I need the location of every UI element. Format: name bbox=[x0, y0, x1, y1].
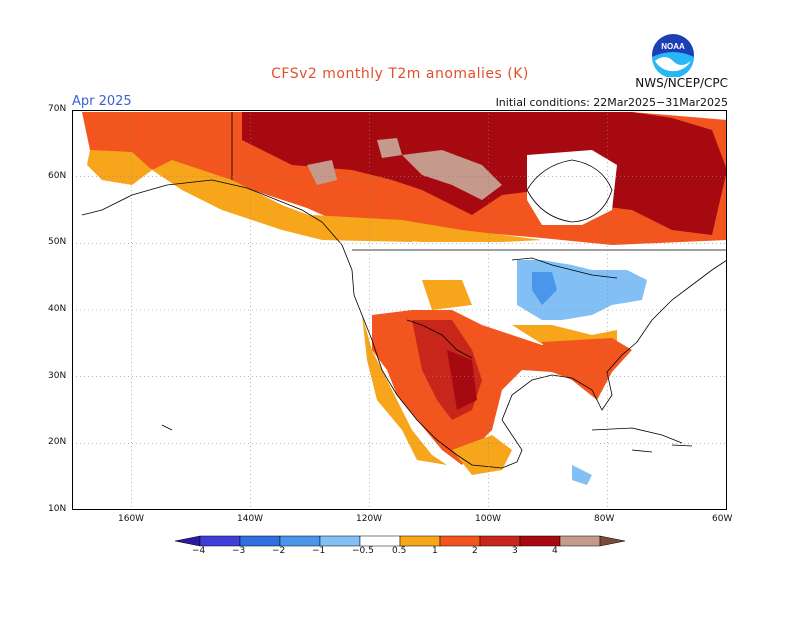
colorbar-segment bbox=[319, 535, 361, 547]
colorbar-segment bbox=[399, 535, 441, 547]
colorbar-label: 4 bbox=[552, 546, 558, 556]
colorbar-label: −4 bbox=[192, 546, 206, 556]
coastlines bbox=[81, 112, 727, 469]
lat-label: 20N bbox=[48, 437, 67, 447]
anomaly-map bbox=[72, 110, 727, 510]
map-frame bbox=[72, 110, 727, 510]
lat-label: 10N bbox=[48, 504, 67, 514]
lon-label: 60W bbox=[712, 514, 733, 524]
colorbar-segment bbox=[279, 535, 321, 547]
map-title: CFSv2 monthly T2m anomalies (K) bbox=[271, 66, 529, 82]
colorbar-arrow-left bbox=[175, 535, 201, 547]
colorbar-segment bbox=[479, 535, 521, 547]
svg-text:NOAA: NOAA bbox=[661, 42, 685, 51]
colorbar-segment bbox=[519, 535, 561, 547]
lon-label: 160W bbox=[118, 514, 145, 524]
colorbar bbox=[175, 535, 626, 547]
colorbar-segment bbox=[239, 535, 281, 547]
colorbar-label: −0.5 bbox=[352, 546, 374, 556]
lat-label: 50N bbox=[48, 237, 67, 247]
agency-label: NWS/NCEP/CPC bbox=[635, 76, 728, 90]
colorbar-segment bbox=[559, 535, 601, 547]
colorbar-label: 0.5 bbox=[392, 546, 407, 556]
anomaly-fill bbox=[82, 112, 727, 485]
noaa-logo-icon: NOAA bbox=[652, 34, 694, 77]
lat-label: 70N bbox=[48, 104, 67, 114]
lon-label: 120W bbox=[356, 514, 383, 524]
initial-conditions-label: Initial conditions: 22Mar2025−31Mar2025 bbox=[495, 96, 728, 109]
colorbar-label: −1 bbox=[312, 546, 326, 556]
colorbar-label: −3 bbox=[232, 546, 246, 556]
lon-label: 80W bbox=[594, 514, 615, 524]
lon-label: 100W bbox=[475, 514, 502, 524]
lat-label: 60N bbox=[48, 171, 67, 181]
lat-label: 40N bbox=[48, 304, 67, 314]
lon-label: 140W bbox=[237, 514, 264, 524]
colorbar-segment bbox=[359, 535, 401, 547]
colorbar-arrow-right bbox=[599, 535, 626, 547]
colorbar-segment bbox=[199, 535, 241, 547]
colorbar-label: −2 bbox=[272, 546, 286, 556]
grid-lines bbox=[72, 110, 727, 510]
colorbar-label: 1 bbox=[432, 546, 438, 556]
valid-month-label: Apr 2025 bbox=[72, 94, 132, 109]
colorbar-segment bbox=[439, 535, 481, 547]
lat-label: 30N bbox=[48, 371, 67, 381]
colorbar-label: 3 bbox=[512, 546, 518, 556]
colorbar-label: 2 bbox=[472, 546, 478, 556]
